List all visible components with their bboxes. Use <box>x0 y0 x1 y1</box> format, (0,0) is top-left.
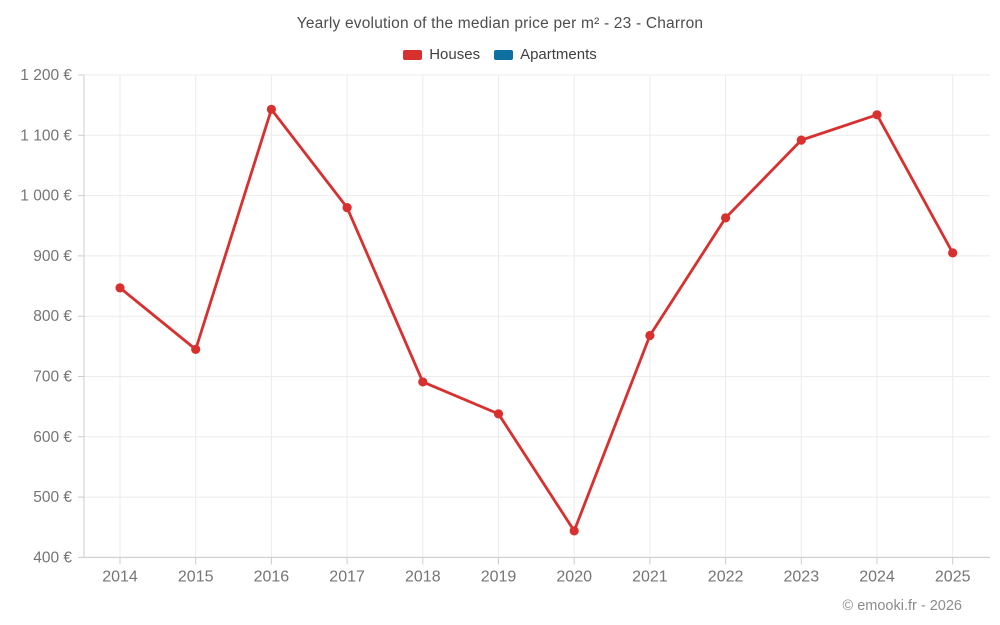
legend-item-apartments[interactable]: Apartments <box>494 46 597 63</box>
svg-text:1 000 €: 1 000 € <box>20 188 72 205</box>
svg-text:2017: 2017 <box>329 568 365 585</box>
svg-text:500 €: 500 € <box>33 489 72 506</box>
svg-text:2016: 2016 <box>254 568 290 585</box>
svg-text:2022: 2022 <box>708 568 744 585</box>
svg-text:2018: 2018 <box>405 568 441 585</box>
svg-text:2015: 2015 <box>178 568 214 585</box>
svg-text:2014: 2014 <box>102 568 138 585</box>
svg-text:700 €: 700 € <box>33 369 72 386</box>
svg-text:2020: 2020 <box>556 568 592 585</box>
copyright-credit: © emooki.fr - 2026 <box>842 598 962 614</box>
svg-text:600 €: 600 € <box>33 429 72 446</box>
svg-text:900 €: 900 € <box>33 248 72 265</box>
svg-text:1 100 €: 1 100 € <box>20 127 72 144</box>
houses-series-swatch-icon <box>403 49 423 60</box>
legend-label-apartments: Apartments <box>520 46 597 63</box>
svg-text:400 €: 400 € <box>33 549 72 566</box>
chart-title: Yearly evolution of the median price per… <box>296 15 704 32</box>
svg-text:2019: 2019 <box>481 568 517 585</box>
svg-text:800 €: 800 € <box>33 308 72 325</box>
svg-text:1 200 €: 1 200 € <box>20 67 72 84</box>
svg-text:2023: 2023 <box>784 568 820 585</box>
svg-text:2024: 2024 <box>859 568 895 585</box>
legend-label-houses: Houses <box>429 46 481 63</box>
legend-item-houses[interactable]: Houses <box>403 46 480 63</box>
svg-text:2021: 2021 <box>632 568 668 585</box>
svg-text:2025: 2025 <box>935 568 971 585</box>
apartments-series-swatch-icon <box>494 49 514 60</box>
chart-legend: Houses Apartments <box>0 46 1000 63</box>
